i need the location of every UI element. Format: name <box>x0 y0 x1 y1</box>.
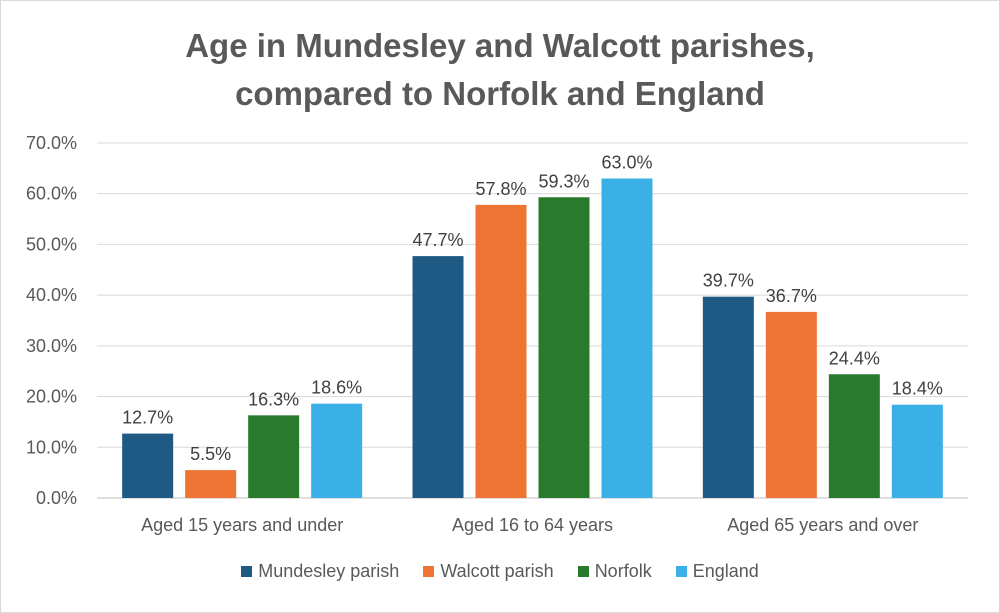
data-label: 18.6% <box>311 378 362 398</box>
chart-legend: Mundesley parish Walcott parish Norfolk Eng… <box>0 561 1000 582</box>
bar <box>185 470 237 498</box>
bar <box>601 178 653 498</box>
x-tick-label: Aged 15 years and under <box>141 515 343 535</box>
data-label: 24.4% <box>829 348 880 368</box>
legend-swatch <box>423 566 435 577</box>
y-tick-label: 70.0% <box>26 133 77 153</box>
data-label: 63.0% <box>601 153 652 173</box>
bar <box>538 197 590 498</box>
bar <box>412 256 464 498</box>
bar <box>828 374 880 498</box>
data-label: 39.7% <box>703 271 754 291</box>
bar <box>765 311 817 498</box>
chart-title-line-2: compared to Norfolk and England <box>235 75 765 112</box>
data-label: 47.7% <box>412 230 463 250</box>
y-tick-label: 30.0% <box>26 336 77 356</box>
data-label: 57.8% <box>475 179 526 199</box>
data-label: 12.7% <box>122 408 173 428</box>
legend-item: Norfolk <box>577 561 652 582</box>
x-tick-label: Aged 16 to 64 years <box>452 515 613 535</box>
legend-swatch <box>675 566 687 577</box>
y-tick-label: 40.0% <box>26 285 77 305</box>
legend-label: Walcott parish <box>440 561 554 581</box>
legend-label: Norfolk <box>594 561 652 581</box>
data-label: 16.3% <box>248 389 299 409</box>
bar <box>702 296 754 498</box>
chart-title: Age in Mundesley and Walcott parishes, c… <box>0 22 1000 118</box>
bar <box>475 204 527 498</box>
y-tick-label: 0.0% <box>36 488 77 508</box>
legend-swatch <box>577 566 589 577</box>
bar <box>248 415 300 498</box>
bar <box>891 404 943 498</box>
legend-item: England <box>675 561 759 582</box>
data-label: 36.7% <box>766 286 817 306</box>
legend-item: Walcott parish <box>423 561 554 582</box>
legend-label: Mundesley parish <box>258 561 400 581</box>
y-tick-label: 50.0% <box>26 234 77 254</box>
chart-title-line-1: Age in Mundesley and Walcott parishes, <box>185 27 815 64</box>
y-tick-label: 20.0% <box>26 387 77 407</box>
data-label: 59.3% <box>538 171 589 191</box>
data-label: 18.4% <box>892 379 943 399</box>
legend-label: England <box>692 561 759 581</box>
data-label: 5.5% <box>190 444 231 464</box>
legend-item: Mundesley parish <box>241 561 399 582</box>
x-tick-label: Aged 65 years and over <box>727 515 918 535</box>
y-tick-label: 60.0% <box>26 184 77 204</box>
bar <box>311 403 363 498</box>
legend-swatch <box>241 566 253 577</box>
y-tick-label: 10.0% <box>26 437 77 457</box>
bar <box>122 433 174 498</box>
